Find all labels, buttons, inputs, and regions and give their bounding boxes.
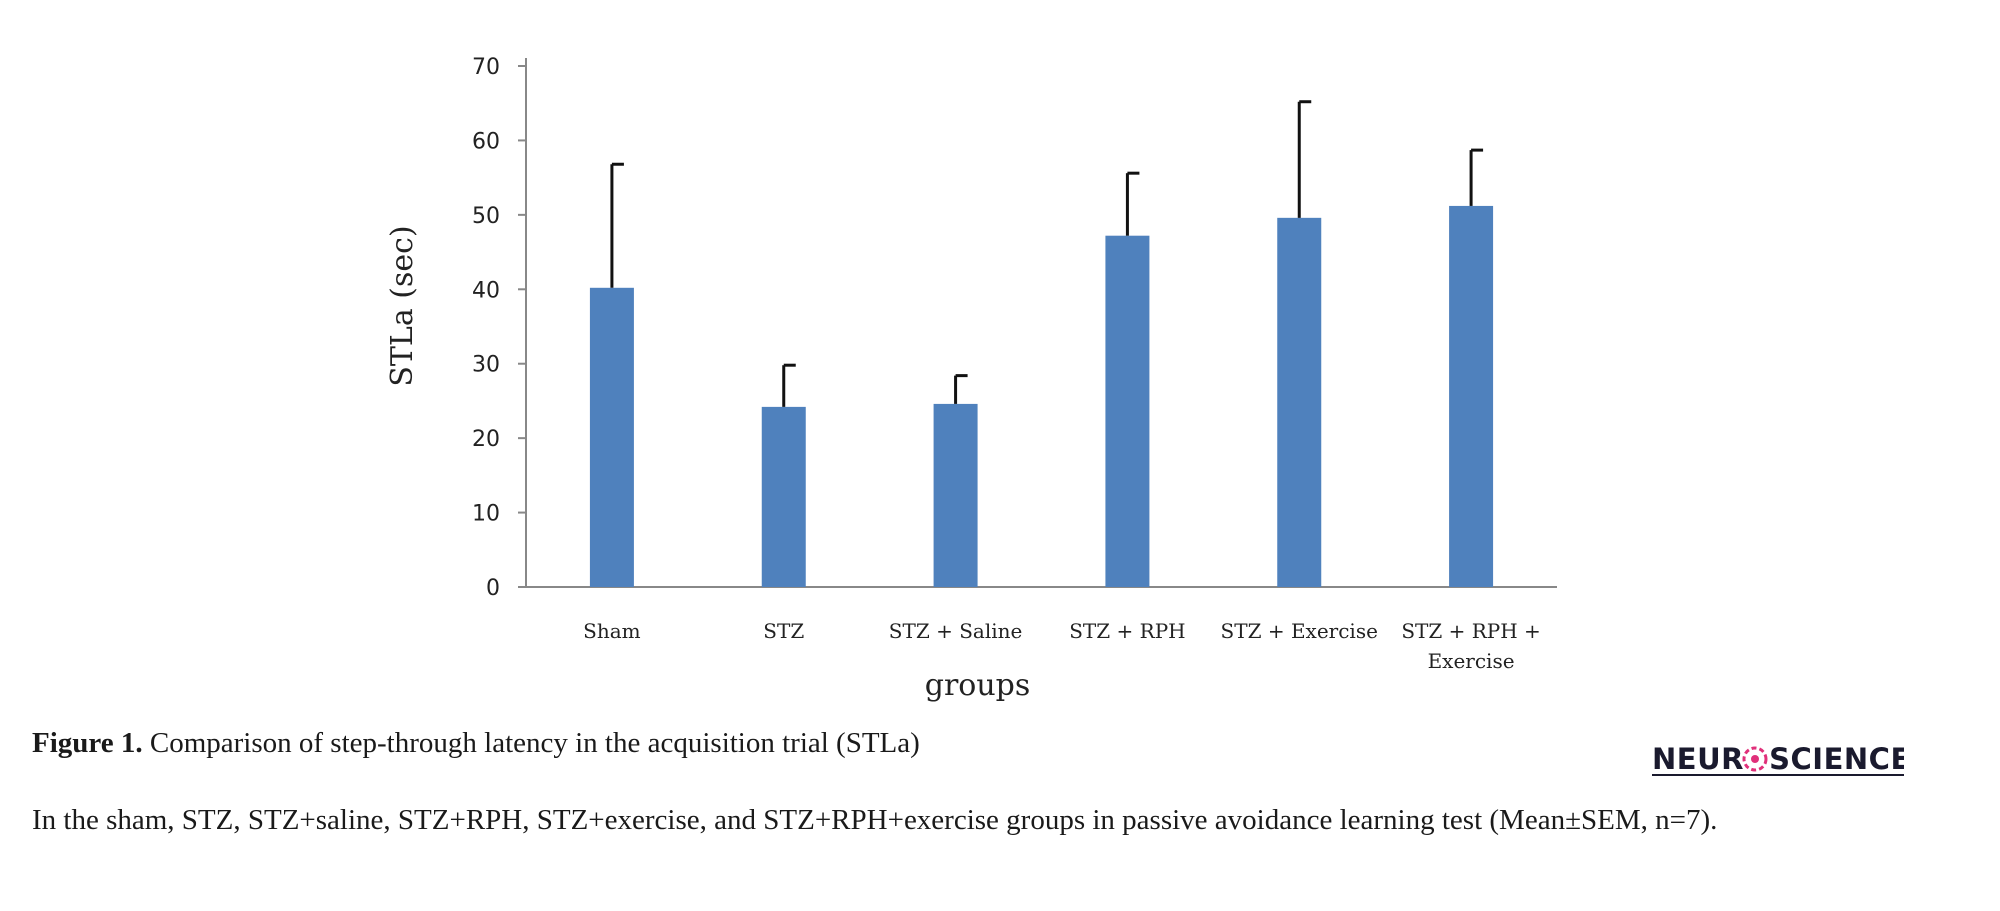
category-label: STZ + Saline	[889, 619, 1023, 643]
category-label: STZ + Exercise	[1221, 619, 1378, 643]
y-tick-label: 40	[472, 278, 500, 303]
figure-caption-text: Comparison of step-through latency in th…	[142, 727, 920, 759]
y-tick-label: 30	[472, 353, 500, 378]
logo-underline	[1652, 774, 1904, 776]
x-axis-title: groups	[925, 668, 1031, 703]
category-label: Exercise	[1428, 649, 1515, 673]
figure-label: Figure 1.	[32, 727, 143, 759]
y-tick-label: 60	[472, 129, 500, 154]
error-bars	[610, 100, 1484, 407]
bar-chart: 0 10 20 30 40 50 60 70 Sham STZ STZ + Saline STZ +…	[385, 55, 1557, 703]
y-axis: 0 10 20 30 40 50 60 70	[472, 55, 527, 601]
y-axis-title: STLa (sec)	[385, 225, 420, 386]
figure-description: In the sham, STZ, STZ+saline, STZ+RPH, S…	[32, 804, 1718, 836]
y-tick-label: 50	[472, 204, 500, 229]
category-label: Sham	[583, 619, 641, 643]
bar	[1105, 235, 1150, 587]
bar	[589, 287, 634, 587]
bar	[933, 403, 978, 587]
bars	[589, 205, 1494, 587]
chart-svg: 0 10 20 30 40 50 60 70 Sham STZ STZ + Saline STZ +…	[385, 55, 1557, 703]
y-tick-label: 20	[472, 427, 500, 452]
bar	[761, 406, 806, 587]
category-label: STZ	[763, 619, 804, 643]
category-labels: Sham STZ STZ + Saline STZ + RPH STZ + Exerci…	[583, 619, 1541, 673]
svg-text:NEUROSCIENCE: NEUROSCIENCE	[1652, 742, 1904, 776]
bar	[1449, 205, 1494, 587]
figure-caption: Figure 1. Comparison of step-through lat…	[32, 726, 920, 761]
neuroscience-logo: NEUROSCIENCE	[1652, 742, 1904, 776]
category-label: STZ + RPH +	[1401, 619, 1540, 643]
y-tick-label: 70	[472, 55, 500, 80]
category-label: STZ + RPH	[1069, 619, 1185, 643]
y-tick-label: 10	[472, 502, 500, 527]
y-tick-label: 0	[486, 576, 500, 601]
brain-icon	[1742, 746, 1768, 772]
bar	[1277, 217, 1322, 587]
